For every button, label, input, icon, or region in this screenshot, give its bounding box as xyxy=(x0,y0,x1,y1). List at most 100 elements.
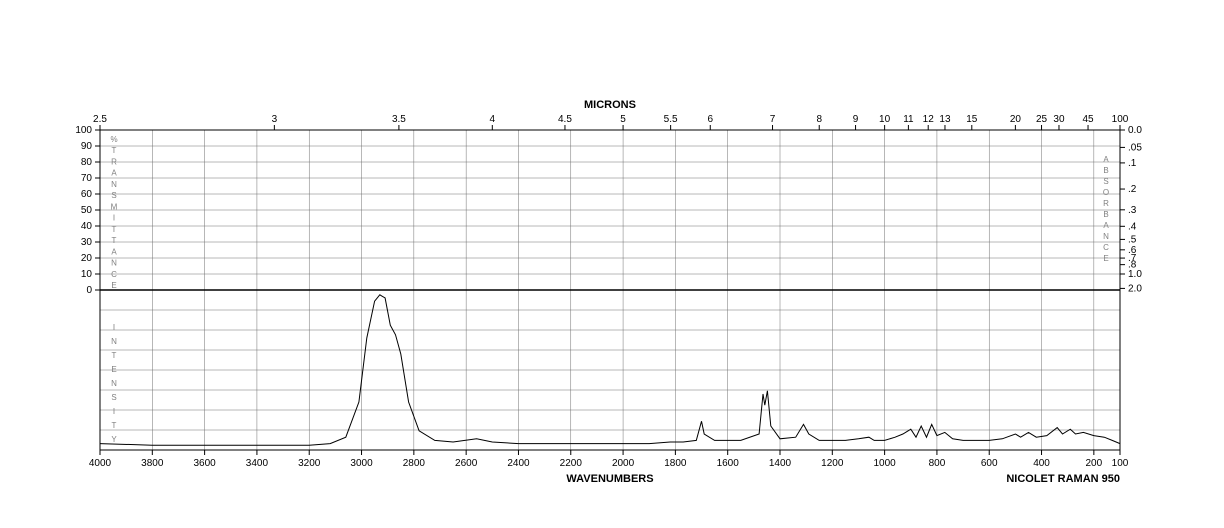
svg-text:M: M xyxy=(111,202,118,211)
svg-text:1800: 1800 xyxy=(664,458,687,469)
svg-text:20: 20 xyxy=(1010,114,1022,125)
spectrum-svg: 4000380036003400320030002800260024002200… xyxy=(0,0,1224,528)
svg-text:C: C xyxy=(111,270,117,279)
svg-text:I: I xyxy=(113,407,115,416)
svg-text:6: 6 xyxy=(707,114,713,125)
svg-text:200: 200 xyxy=(1086,458,1103,469)
svg-text:WAVENUMBERS: WAVENUMBERS xyxy=(566,473,653,485)
svg-text:3400: 3400 xyxy=(246,458,269,469)
svg-text:.2: .2 xyxy=(1128,184,1137,195)
svg-text:A: A xyxy=(1103,155,1109,164)
svg-text:.5: .5 xyxy=(1128,234,1137,245)
svg-text:800: 800 xyxy=(929,458,946,469)
svg-text:90: 90 xyxy=(81,141,93,152)
svg-text:N: N xyxy=(111,337,117,346)
svg-text:A: A xyxy=(111,247,117,256)
svg-text:8: 8 xyxy=(816,114,822,125)
svg-text:B: B xyxy=(1103,210,1108,219)
svg-text:2.0: 2.0 xyxy=(1128,283,1142,294)
svg-text:2000: 2000 xyxy=(612,458,635,469)
svg-text:100: 100 xyxy=(75,125,92,136)
svg-text:Y: Y xyxy=(111,435,117,444)
svg-text:2800: 2800 xyxy=(403,458,426,469)
spectrum-chart: { "canvas": {"width":1224,"height":528,"… xyxy=(0,0,1224,528)
svg-text:T: T xyxy=(112,225,117,234)
svg-text:0.0: 0.0 xyxy=(1128,125,1142,136)
svg-text:12: 12 xyxy=(923,114,935,125)
svg-text:1000: 1000 xyxy=(873,458,896,469)
svg-text:T: T xyxy=(112,146,117,155)
svg-text:600: 600 xyxy=(981,458,998,469)
svg-text:MICRONS: MICRONS xyxy=(584,99,636,111)
svg-text:70: 70 xyxy=(81,173,93,184)
svg-text:3: 3 xyxy=(272,114,278,125)
svg-text:10: 10 xyxy=(81,269,93,280)
svg-text:I: I xyxy=(113,214,115,223)
svg-text:I: I xyxy=(113,323,115,332)
svg-text:B: B xyxy=(1103,166,1108,175)
svg-text:100: 100 xyxy=(1112,114,1129,125)
svg-text:25: 25 xyxy=(1036,114,1048,125)
svg-text:4: 4 xyxy=(490,114,496,125)
svg-text:100: 100 xyxy=(1112,458,1129,469)
svg-text:3200: 3200 xyxy=(298,458,321,469)
svg-text:N: N xyxy=(111,259,117,268)
svg-text:400: 400 xyxy=(1033,458,1050,469)
svg-text:3.5: 3.5 xyxy=(392,114,406,125)
svg-text:S: S xyxy=(111,393,116,402)
svg-text:1.0: 1.0 xyxy=(1128,269,1142,280)
svg-text:30: 30 xyxy=(81,237,93,248)
svg-text:3800: 3800 xyxy=(141,458,164,469)
svg-text:1400: 1400 xyxy=(769,458,792,469)
svg-text:S: S xyxy=(1103,177,1108,186)
svg-text:O: O xyxy=(1103,188,1109,197)
svg-text:45: 45 xyxy=(1082,114,1094,125)
svg-text:3000: 3000 xyxy=(350,458,373,469)
svg-text:9: 9 xyxy=(853,114,859,125)
svg-text:.3: .3 xyxy=(1128,205,1137,216)
svg-text:2200: 2200 xyxy=(560,458,583,469)
svg-text:R: R xyxy=(111,157,117,166)
svg-text:R: R xyxy=(1103,199,1109,208)
svg-text:5: 5 xyxy=(620,114,626,125)
svg-text:S: S xyxy=(111,191,116,200)
svg-text:E: E xyxy=(111,365,116,374)
svg-text:30: 30 xyxy=(1053,114,1065,125)
svg-text:3600: 3600 xyxy=(193,458,216,469)
svg-text:0: 0 xyxy=(86,285,92,296)
svg-text:%: % xyxy=(110,135,117,144)
svg-text:N: N xyxy=(1103,232,1109,241)
svg-text:.4: .4 xyxy=(1128,221,1137,232)
svg-text:60: 60 xyxy=(81,189,93,200)
svg-text:20: 20 xyxy=(81,253,93,264)
svg-text:2.5: 2.5 xyxy=(93,114,107,125)
svg-text:10: 10 xyxy=(879,114,891,125)
svg-text:50: 50 xyxy=(81,205,93,216)
svg-text:2400: 2400 xyxy=(507,458,530,469)
svg-text:T: T xyxy=(112,236,117,245)
svg-text:A: A xyxy=(1103,221,1109,230)
svg-text:5.5: 5.5 xyxy=(664,114,678,125)
svg-text:1600: 1600 xyxy=(717,458,740,469)
svg-text:15: 15 xyxy=(966,114,978,125)
svg-text:A: A xyxy=(111,169,117,178)
svg-text:7: 7 xyxy=(770,114,776,125)
svg-text:.05: .05 xyxy=(1128,142,1142,153)
svg-text:.1: .1 xyxy=(1128,158,1137,169)
svg-text:40: 40 xyxy=(81,221,93,232)
svg-text:4.5: 4.5 xyxy=(558,114,572,125)
svg-text:13: 13 xyxy=(939,114,951,125)
svg-text:NICOLET RAMAN 950: NICOLET RAMAN 950 xyxy=(1006,473,1120,485)
svg-text:N: N xyxy=(111,379,117,388)
svg-text:2600: 2600 xyxy=(455,458,478,469)
svg-text:E: E xyxy=(1103,254,1108,263)
svg-text:E: E xyxy=(111,281,116,290)
svg-text:T: T xyxy=(112,421,117,430)
svg-text:1200: 1200 xyxy=(821,458,844,469)
svg-text:N: N xyxy=(111,180,117,189)
svg-text:80: 80 xyxy=(81,157,93,168)
svg-text:C: C xyxy=(1103,243,1109,252)
svg-text:11: 11 xyxy=(903,114,914,125)
svg-text:T: T xyxy=(112,351,117,360)
svg-text:4000: 4000 xyxy=(89,458,112,469)
